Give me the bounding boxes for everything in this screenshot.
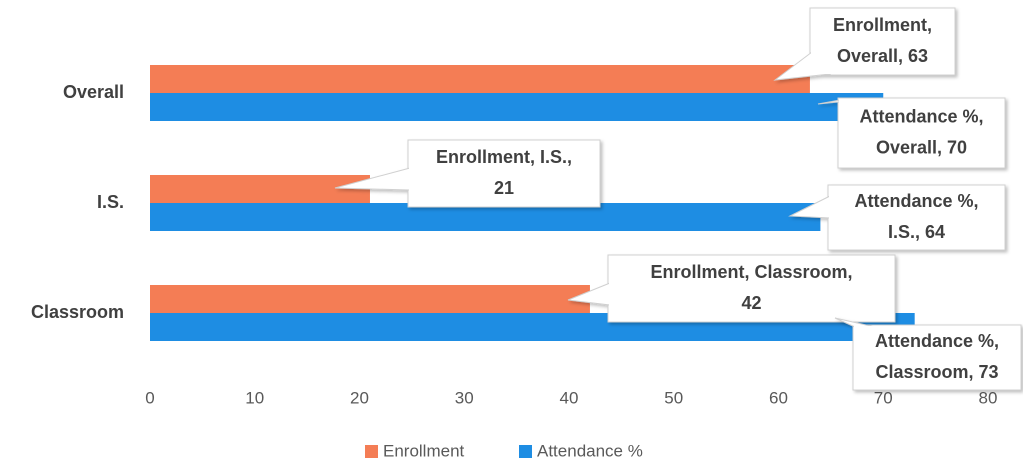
bar [150, 175, 370, 203]
x-tick-label: 40 [560, 388, 579, 407]
data-label: Overall, 70 [876, 137, 967, 157]
callout-cover [409, 141, 599, 206]
data-label: Enrollment, I.S., [436, 147, 572, 167]
data-label-callout [788, 184, 1006, 251]
x-tick-label: 20 [350, 388, 369, 407]
x-tick-label: 0 [145, 388, 154, 407]
data-label-callout [334, 139, 601, 208]
x-tick-label: 70 [874, 388, 893, 407]
legend-label: Enrollment [383, 441, 465, 460]
callout-cover [609, 256, 894, 321]
bar [150, 285, 590, 313]
data-label-callout [834, 317, 1022, 391]
callout-cover [854, 326, 1020, 389]
data-label: 21 [494, 178, 514, 198]
callout-cover [829, 186, 1004, 249]
bar [150, 203, 821, 231]
data-label-callout [773, 7, 956, 81]
data-label-callout [567, 254, 896, 323]
y-tick-label: I.S. [97, 192, 124, 212]
legend-swatch [519, 445, 532, 458]
callout-cover [839, 99, 1004, 167]
data-label-callout [817, 97, 1006, 169]
x-tick-label: 10 [245, 388, 264, 407]
data-label: I.S., 64 [888, 222, 945, 242]
legend-label: Attendance % [537, 441, 643, 460]
data-label: Enrollment, Classroom, [650, 262, 852, 282]
y-tick-label: Classroom [31, 302, 124, 322]
data-label: Classroom, 73 [875, 362, 998, 382]
data-label: Attendance %, [854, 191, 978, 211]
data-label: 42 [741, 293, 761, 313]
bar [150, 93, 884, 121]
data-label: Attendance %, [875, 331, 999, 351]
data-label: Enrollment, [833, 15, 932, 35]
legend-swatch [365, 445, 378, 458]
data-label: Overall, 63 [837, 46, 928, 66]
callout-cover [811, 9, 954, 74]
x-tick-label: 80 [979, 388, 998, 407]
y-tick-label: Overall [63, 82, 124, 102]
data-label: Attendance %, [859, 106, 983, 126]
bar [150, 65, 810, 93]
x-tick-label: 50 [664, 388, 683, 407]
x-tick-label: 30 [455, 388, 474, 407]
x-tick-label: 60 [769, 388, 788, 407]
